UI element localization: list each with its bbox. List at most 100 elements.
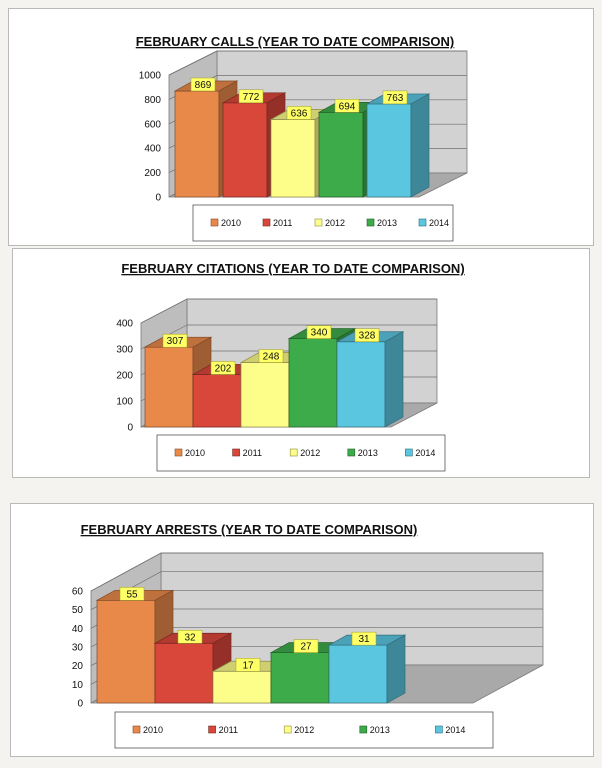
citations-gridline-side <box>140 298 188 324</box>
citations-chart-title: FEBRUARY CITATIONS (YEAR TO DATE COMPARI… <box>121 261 464 276</box>
arrests-legend-label: 2013 <box>370 725 390 735</box>
calls-value-label: 869 <box>195 80 212 91</box>
calls-chart-panel: FEBRUARY CALLS (YEAR TO DATE COMPARISON)… <box>8 8 594 246</box>
citations-value-label: 328 <box>359 331 376 342</box>
arrests-value-label: 17 <box>242 660 254 671</box>
citations-legend-label: 2010 <box>185 448 205 458</box>
calls-legend-label: 2010 <box>221 218 241 228</box>
arrests-legend-label: 2014 <box>445 725 465 735</box>
arrests-y-tick-label: 20 <box>72 661 84 672</box>
calls-value-label: 772 <box>243 92 260 103</box>
arrests-y-tick-label: 40 <box>72 624 84 635</box>
arrests-legend <box>114 711 494 749</box>
calls-gridline-side <box>168 50 218 76</box>
citations-bar: 328 <box>335 328 405 428</box>
arrests-y-tick-label: 10 <box>72 680 84 691</box>
calls-y-tick-label: 400 <box>144 144 161 155</box>
arrests-bar: 31 <box>327 631 407 704</box>
arrests-bar-front <box>154 642 214 704</box>
arrests-value-label-bg <box>235 658 261 672</box>
citations-value-label: 202 <box>215 363 232 374</box>
arrests-value-label: 55 <box>126 589 138 600</box>
citations-y-tick-label: 400 <box>116 319 133 330</box>
arrests-y-tick-label: 60 <box>72 587 84 598</box>
citations-value-label-bg <box>354 328 380 342</box>
arrests-value-label-bg <box>351 631 377 646</box>
calls-bar-front <box>270 119 316 198</box>
arrests-legend-swatch <box>435 725 443 734</box>
calls-value-label-bg <box>190 77 216 92</box>
arrests-bar-front <box>212 670 272 704</box>
arrests-y-tick-label: 30 <box>72 643 84 654</box>
arrests-legend-label: 2010 <box>143 725 163 735</box>
citations-bar-side <box>384 331 404 428</box>
citations-value-label-bg <box>306 325 332 339</box>
citations-legend-swatch <box>347 448 356 457</box>
calls-value-label: 694 <box>339 101 356 112</box>
calls-bar-front <box>318 111 364 198</box>
calls-y-tick-label: 0 <box>155 193 161 204</box>
citations-value-label: 307 <box>167 336 184 347</box>
calls-legend-label: 2013 <box>377 218 397 228</box>
calls-value-label-bg <box>382 90 408 105</box>
citations-bar-front <box>144 346 194 428</box>
citations-legend <box>156 434 446 472</box>
calls-bar-front <box>366 103 412 198</box>
calls-legend-swatch <box>366 218 375 227</box>
calls-value-label: 763 <box>387 93 404 104</box>
citations-legend-label: 2012 <box>300 448 320 458</box>
arrests-value-label: 31 <box>358 634 370 645</box>
calls-value-label: 636 <box>291 108 308 119</box>
arrests-value-label: 27 <box>300 642 312 653</box>
calls-y-tick-label: 1000 <box>139 71 162 82</box>
citations-legend-swatch <box>289 448 298 457</box>
calls-value-label-bg <box>334 99 360 113</box>
calls-legend-label: 2012 <box>325 218 345 228</box>
arrests-legend-label: 2011 <box>219 725 238 735</box>
arrests-legend-swatch <box>132 725 141 734</box>
calls-bar: 763 <box>365 90 431 198</box>
arrests-legend-swatch <box>208 725 216 734</box>
citations-y-tick-label: 200 <box>116 371 133 382</box>
citations-chart-panel: FEBRUARY CITATIONS (YEAR TO DATE COMPARI… <box>12 248 590 478</box>
arrests-value-label: 32 <box>184 632 196 643</box>
citations-bar-front <box>192 374 242 428</box>
citations-legend-label: 2011 <box>243 448 262 458</box>
arrests-chart-title: FEBRUARY ARRESTS (YEAR TO DATE COMPARISO… <box>81 522 418 537</box>
calls-legend-swatch <box>314 218 323 227</box>
citations-value-label-bg <box>258 349 284 363</box>
citations-value-label-bg <box>162 333 188 348</box>
citations-legend-swatch <box>405 448 413 457</box>
arrests-y-tick-label: 50 <box>72 605 84 616</box>
citations-value-label: 340 <box>311 328 328 339</box>
calls-bar-front <box>222 102 268 198</box>
arrests-legend-label: 2012 <box>294 725 314 735</box>
citations-value-label: 248 <box>263 352 280 363</box>
citations-legend-label: 2014 <box>415 448 435 458</box>
calls-value-label-bg <box>238 89 264 104</box>
citations-value-label-bg <box>210 361 236 375</box>
calls-bar-front <box>174 90 220 198</box>
citations-bar-front <box>288 338 338 428</box>
arrests-bar-front <box>96 599 156 704</box>
arrests-chart-panel: FEBRUARY ARRESTS (YEAR TO DATE COMPARISO… <box>10 503 594 757</box>
calls-y-tick-label: 800 <box>144 95 161 106</box>
citations-y-tick-label: 0 <box>127 423 133 434</box>
citations-y-tick-label: 300 <box>116 345 133 356</box>
arrests-bar-front <box>270 652 330 704</box>
calls-legend-label: 2011 <box>273 218 292 228</box>
citations-legend-label: 2013 <box>358 448 378 458</box>
calls-legend-swatch <box>210 218 219 227</box>
citations-bar-front <box>336 341 386 428</box>
citations-legend-swatch <box>232 448 240 457</box>
calls-chart-title: FEBRUARY CALLS (YEAR TO DATE COMPARISON) <box>136 34 455 49</box>
calls-chart: FEBRUARY CALLS (YEAR TO DATE COMPARISON)… <box>136 34 468 242</box>
arrests-value-label-bg <box>177 630 203 644</box>
arrests-legend-swatch <box>359 725 368 734</box>
calls-legend-swatch <box>262 218 271 227</box>
calls-value-label-bg <box>286 106 312 120</box>
calls-bar-side <box>410 93 430 198</box>
arrests-bar-front <box>328 644 388 704</box>
calls-y-tick-label: 200 <box>144 168 161 179</box>
arrests-gridline-side <box>90 552 162 592</box>
